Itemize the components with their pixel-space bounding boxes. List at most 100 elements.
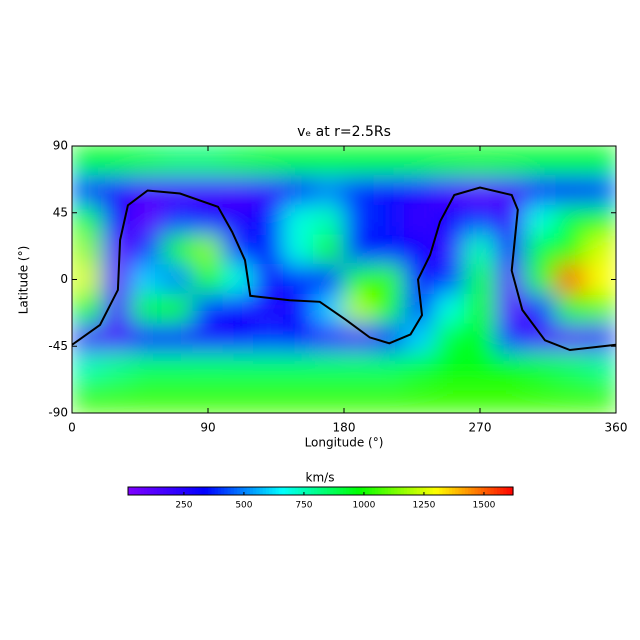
heatmap-cell <box>162 264 194 295</box>
x-tick-label: 90 <box>200 421 215 435</box>
heatmap-cell <box>494 146 526 177</box>
heatmap-cell <box>283 353 315 384</box>
colorbar-segment <box>153 487 158 495</box>
colorbar-segment <box>144 487 148 495</box>
heatmap-cell <box>162 353 194 384</box>
heatmap <box>72 146 616 413</box>
heatmap-cell <box>283 264 315 295</box>
heatmap-cell <box>192 175 224 206</box>
heatmap-cell <box>403 353 436 384</box>
colorbar-label: km/s <box>306 471 335 485</box>
heatmap-cell <box>192 353 224 384</box>
colorbar-segment <box>249 487 254 495</box>
x-tick-label: 180 <box>333 421 356 435</box>
colorbar-segment <box>140 487 145 495</box>
heatmap-cell <box>434 146 466 177</box>
colorbar-segment <box>195 487 200 495</box>
colorbar-segment <box>323 487 328 495</box>
colorbar-segment <box>172 487 177 495</box>
heatmap-cell <box>434 204 466 236</box>
colorbar-segment <box>208 487 213 495</box>
heatmap-cell <box>585 382 616 413</box>
heatmap-cell <box>252 175 285 206</box>
heatmap-cell <box>494 382 526 413</box>
heatmap-cell <box>222 353 254 384</box>
colorbar-segment <box>458 487 463 495</box>
colorbar-segment <box>217 487 222 495</box>
heatmap-cell <box>192 323 224 355</box>
heatmap-cell <box>162 323 194 355</box>
heatmap-cell <box>555 382 587 413</box>
colorbar-segment <box>198 487 203 495</box>
colorbar-segment <box>282 487 286 495</box>
heatmap-cell <box>252 204 285 236</box>
heatmap-cell <box>252 264 285 295</box>
heatmap-cell <box>222 323 254 355</box>
colorbar-segment <box>349 487 354 495</box>
colorbar-segment <box>371 487 376 495</box>
colorbar-segment <box>480 487 485 495</box>
colorbar-segment <box>365 487 370 495</box>
heatmap-cell <box>283 323 315 355</box>
colorbar-segment <box>413 487 418 495</box>
heatmap-cell <box>162 293 194 325</box>
heatmap-cell <box>524 204 557 236</box>
heatmap-cell <box>162 146 194 177</box>
heatmap-cell <box>585 204 616 236</box>
colorbar-segment <box>384 487 389 495</box>
heatmap-cell <box>283 293 315 325</box>
colorbar-segment <box>330 487 334 495</box>
colorbar-segment <box>455 487 460 495</box>
colorbar-segment <box>243 487 248 495</box>
colorbar-segment <box>487 487 492 495</box>
colorbar-segment <box>205 487 209 495</box>
y-tick-label: -90 <box>48 406 68 420</box>
heatmap-cell <box>343 323 375 355</box>
heatmap-cell <box>192 146 224 177</box>
colorbar-segment <box>317 487 322 495</box>
heatmap-cell <box>131 323 164 355</box>
heatmap-cell <box>131 234 164 266</box>
heatmap-cell <box>434 293 466 325</box>
heatmap-cell <box>192 293 224 325</box>
colorbar-segment <box>298 487 302 495</box>
colorbar-segment <box>166 487 171 495</box>
heatmap-cell <box>585 175 616 206</box>
heatmap-cell <box>464 234 496 266</box>
colorbar-segment <box>394 487 399 495</box>
heatmap-cell <box>524 353 557 384</box>
colorbar-segment <box>493 487 498 495</box>
heatmap-cell <box>494 234 526 266</box>
heatmap-cell <box>585 353 616 384</box>
colorbar-segment <box>448 487 453 495</box>
heatmap-cell <box>403 234 436 266</box>
heatmap-cell <box>343 293 375 325</box>
colorbar-segment <box>400 487 405 495</box>
heatmap-cell <box>434 264 466 295</box>
colorbar-segment <box>275 487 280 495</box>
heatmap-cell <box>373 146 405 177</box>
colorbar-segment <box>256 487 261 495</box>
heatmap-cell <box>72 175 103 206</box>
colorbar-segment <box>272 487 277 495</box>
heatmap-cell <box>222 382 254 413</box>
colorbar-tick-label: 250 <box>175 501 192 511</box>
heatmap-cell <box>101 323 133 355</box>
y-tick-label: 45 <box>53 205 68 219</box>
heatmap-cell <box>494 204 526 236</box>
heatmap-cell <box>434 323 466 355</box>
colorbar-segment <box>419 487 424 495</box>
colorbar-segment <box>147 487 152 495</box>
heatmap-cell <box>524 323 557 355</box>
colorbar-segment <box>307 487 312 495</box>
colorbar-segment <box>407 487 411 495</box>
heatmap-cell <box>373 175 405 206</box>
colorbar-segment <box>253 487 257 495</box>
heatmap-cell <box>131 293 164 325</box>
colorbar-segment <box>339 487 344 495</box>
heatmap-cell <box>252 234 285 266</box>
colorbar-segment <box>214 487 219 495</box>
heatmap-cell <box>403 175 436 206</box>
colorbar-segment <box>333 487 338 495</box>
heatmap-cell <box>162 175 194 206</box>
